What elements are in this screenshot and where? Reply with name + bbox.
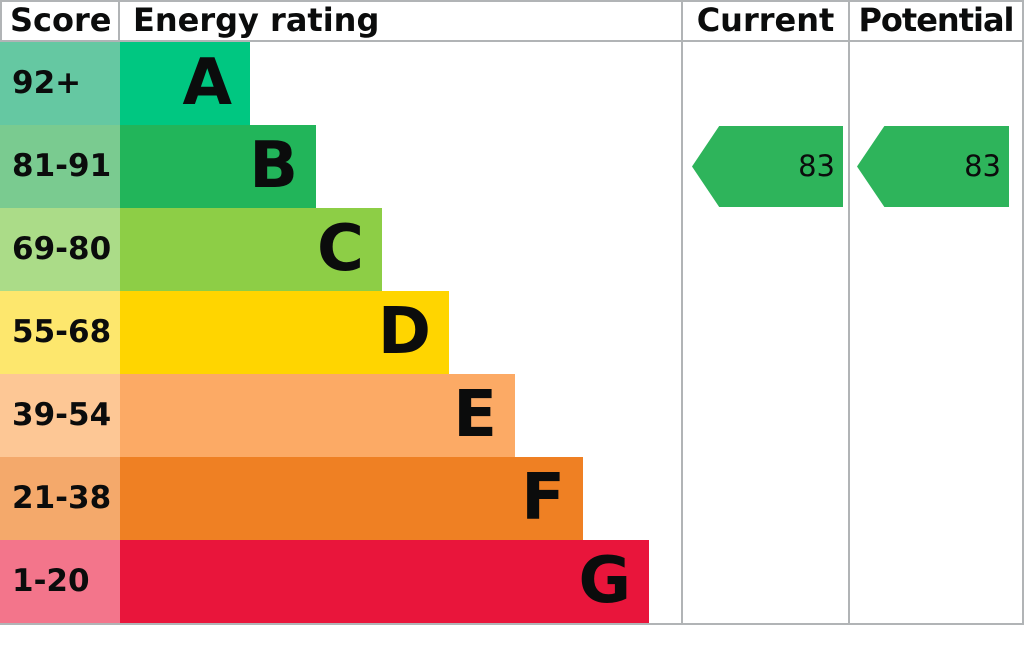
band-bar-a: A	[120, 42, 250, 125]
band-bar-g: G	[120, 540, 649, 623]
score-range-f: 21-38	[0, 457, 120, 540]
epc-rating-chart: Score Energy rating Current Potential 92…	[0, 0, 1024, 625]
potential-column-header: Potential	[850, 2, 1024, 42]
score-range-b: 81-91	[0, 125, 120, 208]
band-row-g: 1-20 G	[0, 540, 1024, 623]
score-range-e: 39-54	[0, 374, 120, 457]
energy-rating-column-header: Energy rating	[120, 2, 683, 42]
band-row-e: 39-54 E	[0, 374, 1024, 457]
band-bar-c: C	[120, 208, 382, 291]
band-bar-d: D	[120, 291, 449, 374]
header-row: Score Energy rating Current Potential	[0, 2, 1024, 42]
score-range-g: 1-20	[0, 540, 120, 623]
score-range-d: 55-68	[0, 291, 120, 374]
band-bar-e: E	[120, 374, 515, 457]
band-row-a: 92+ A	[0, 42, 1024, 125]
current-rating-arrow: 83	[692, 126, 843, 207]
score-range-a: 92+	[0, 42, 120, 125]
band-row-f: 21-38 F	[0, 457, 1024, 540]
score-column-header: Score	[0, 2, 120, 42]
potential-rating-arrow: 83	[857, 126, 1009, 207]
bottom-whitespace	[0, 625, 1024, 666]
current-column-header: Current	[683, 2, 850, 42]
band-row-d: 55-68 D	[0, 291, 1024, 374]
score-range-c: 69-80	[0, 208, 120, 291]
band-row-b: 81-91 B 83 83	[0, 125, 1024, 208]
band-bar-b: B	[120, 125, 316, 208]
band-row-c: 69-80 C	[0, 208, 1024, 291]
band-bar-f: F	[120, 457, 583, 540]
